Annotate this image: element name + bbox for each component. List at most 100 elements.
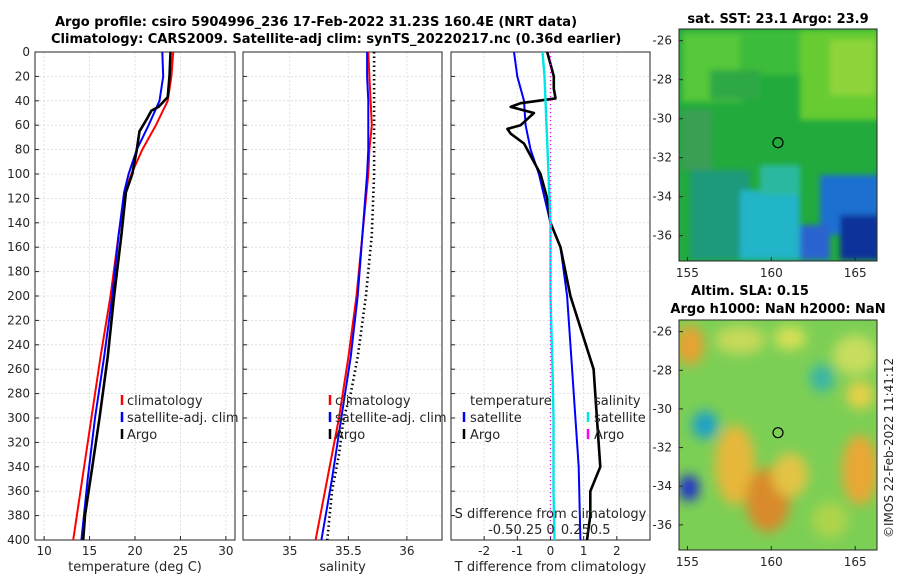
x-tick-label: 155	[676, 555, 699, 569]
x-tick-label: 15	[82, 544, 97, 558]
sst-map-x-axis: 155 160 165	[676, 257, 867, 280]
sla-map-frame	[678, 319, 878, 551]
legend-entry: climatology	[335, 394, 411, 409]
legend-entry: satellite	[594, 411, 646, 426]
differences-series-salinity-satellite	[541, 51, 556, 541]
x-tick-label: 10	[36, 544, 51, 558]
y-tick-label: 380	[7, 509, 30, 523]
y-tick-label: 0	[22, 45, 30, 59]
argo-position-marker	[772, 427, 784, 439]
x-tick-label: 20	[127, 544, 142, 558]
sst-map-frame	[678, 28, 878, 262]
y-tick-label: 360	[7, 484, 30, 498]
sla-map-y-axis: -26 -28 -30 -32 -34 -36	[652, 325, 683, 532]
x-tick-label: 25	[173, 544, 188, 558]
x-tick-label: 30	[218, 544, 233, 558]
x-tick-label: 0	[547, 544, 555, 558]
x-tick-label: 36	[399, 544, 414, 558]
y-tick-label: -26	[652, 34, 672, 48]
y-tick-label: 260	[7, 362, 30, 376]
y-tick-label: 320	[7, 435, 30, 449]
salinity-difference-axis-label: S difference from climatology	[455, 507, 647, 522]
y-tick-label: 200	[7, 289, 30, 303]
sst-map: 155 160 165 -26 -28 -30 -32 -34 -36 sat. SST: 2…	[652, 12, 878, 280]
y-tick-label: -32	[652, 151, 672, 165]
salinity-series-argo	[326, 52, 376, 541]
imos-timestamp-watermark: ©IMOS 22-Feb-2022 11:41:12	[882, 358, 896, 538]
x-tick-label: 160	[760, 266, 783, 280]
difference-profile-panel: -2 -1 0 1 2 T difference from climatology temp…	[450, 51, 651, 575]
y-tick-label: -26	[652, 325, 672, 339]
y-tick-label: 280	[7, 387, 30, 401]
x-tick-label: 160	[760, 555, 783, 569]
y-tick-label: -32	[652, 441, 672, 455]
y-tick-label: 120	[7, 191, 30, 205]
y-tick-label: -34	[652, 479, 672, 493]
y-tick-label: 40	[15, 94, 30, 108]
temperature-series-satellite-adj-clim	[80, 51, 165, 541]
x-tick-label: 165	[844, 555, 867, 569]
sla-map-title-line-2: Argo h1000: NaN h2000: NaN	[670, 302, 885, 317]
legend-heading-salinity: salinity	[594, 394, 641, 409]
legend-entry: satellite-adj. clim	[127, 411, 239, 426]
sla-map-image	[679, 320, 877, 550]
sla-map-x-axis: 155 160 165	[676, 546, 867, 569]
sla-map-title-line-1: Altim. SLA: 0.15	[691, 284, 809, 299]
differences-x-label: T difference from climatology	[454, 560, 647, 575]
y-tick-label: -30	[652, 112, 672, 126]
y-tick-label: -36	[652, 229, 672, 243]
y-tick-label: 60	[15, 118, 30, 132]
y-tick-label: 20	[15, 69, 30, 83]
header-line-2: Climatology: CARS2009. Satellite-adj cli…	[51, 32, 622, 47]
differences-series-temperature-argo	[506, 51, 602, 541]
x-tick-label: 35.5	[335, 544, 362, 558]
y-tick-label: 240	[7, 338, 30, 352]
salinity-difference-tick-label: 0	[546, 523, 554, 538]
legend-entry: Argo	[335, 428, 365, 443]
legend-heading-temperature: temperature	[470, 394, 552, 409]
legend-entry: Argo	[594, 428, 624, 443]
y-tick-label: 80	[15, 143, 30, 157]
x-tick-label: -2	[478, 544, 490, 558]
temperature-series-argo	[81, 51, 172, 541]
x-tick-label: 155	[676, 266, 699, 280]
y-tick-label: -28	[652, 363, 672, 377]
y-tick-label: 340	[7, 460, 30, 474]
y-tick-label: -28	[652, 73, 672, 87]
x-tick-label: 2	[613, 544, 621, 558]
y-tick-label: 140	[7, 216, 30, 230]
y-tick-label: 160	[7, 240, 30, 254]
sst-map-title: sat. SST: 23.1 Argo: 23.9	[687, 12, 868, 27]
salinity-difference-tick-label: -0.25	[509, 523, 543, 538]
legend-entry: Argo	[127, 428, 157, 443]
y-tick-label: -34	[652, 190, 672, 204]
y-tick-label: 220	[7, 313, 30, 327]
salinity-series-satellite-adj-clim	[320, 52, 370, 541]
salinity-difference-tick-label: 0.25	[561, 523, 590, 538]
salinity-profile-panel: 35 35.5 36 salinity climatology satellite-adj…	[242, 51, 447, 575]
x-tick-label: -1	[511, 544, 523, 558]
salinity-x-label: salinity	[319, 560, 366, 575]
y-tick-label: 180	[7, 265, 30, 279]
sst-map-y-axis: -26 -28 -30 -32 -34 -36	[652, 34, 683, 243]
header-line-1: Argo profile: csiro 5904996_236 17-Feb-2…	[55, 15, 578, 30]
y-tick-label: 300	[7, 411, 30, 425]
x-tick-label: 35	[282, 544, 297, 558]
y-tick-label: 100	[7, 167, 30, 181]
legend-entry: Argo	[470, 428, 500, 443]
temperature-profile-panel: 10 15 20 25 30020406080100120140160180200220…	[7, 45, 239, 575]
temperature-x-label: temperature (deg C)	[68, 560, 202, 575]
sla-map: 155 160 165 -26 -28 -30 -32 -34 -36 Altim. SLA:…	[652, 284, 885, 569]
argo-position-marker	[772, 137, 784, 149]
salinity-difference-tick-label: -0.5	[488, 523, 513, 538]
legend-entry: satellite	[470, 411, 522, 426]
legend-entry: climatology	[127, 394, 203, 409]
y-tick-label: 400	[7, 533, 30, 547]
x-tick-label: 1	[580, 544, 588, 558]
y-tick-label: -30	[652, 402, 672, 416]
x-tick-label: 165	[844, 266, 867, 280]
y-tick-label: -36	[652, 518, 672, 532]
salinity-difference-tick-label: 0.5	[590, 523, 611, 538]
sst-map-image	[679, 29, 877, 261]
